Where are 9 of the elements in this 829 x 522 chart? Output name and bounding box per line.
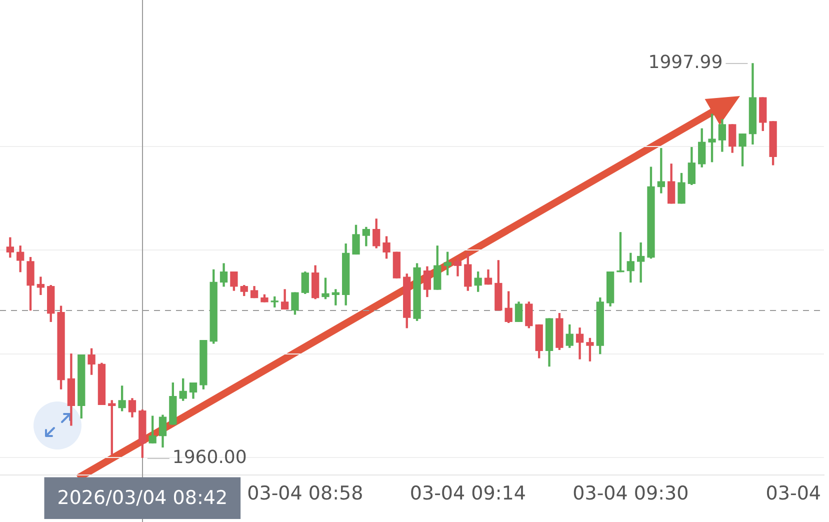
x-tick-label: 03-04 xyxy=(766,482,822,505)
x-tick-label: 03-04 09:14 xyxy=(410,482,526,505)
x-tick-label: 03-04 08:58 xyxy=(247,482,364,505)
x-tick-label: 03-04 09:30 xyxy=(572,482,689,505)
annotation: 1960.00 xyxy=(172,447,247,468)
candlestick xyxy=(36,276,45,295)
candlestick xyxy=(636,242,645,283)
annotation: 1997.99 xyxy=(648,52,723,74)
ref-line-label: 2026/03/04 08:42 xyxy=(57,487,228,510)
